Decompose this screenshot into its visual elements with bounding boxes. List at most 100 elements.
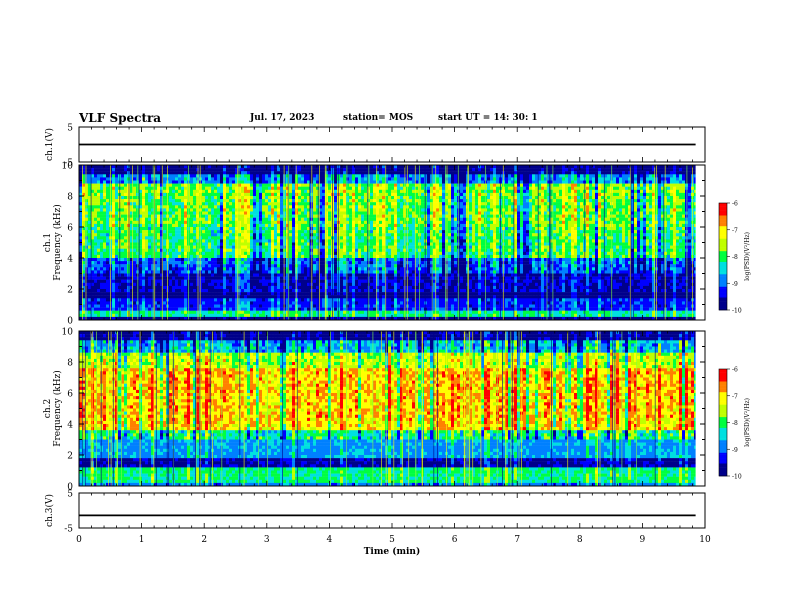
spectrogram-cell: [265, 248, 269, 252]
spectrogram-cell: [106, 239, 110, 243]
spectrogram-cell: [334, 183, 338, 187]
spectrogram-cell: [256, 211, 260, 215]
spectrogram-cell: [130, 279, 134, 283]
spectrogram-cell: [112, 289, 116, 293]
spectrogram-cell: [301, 304, 305, 308]
spectrogram-cell: [82, 165, 86, 169]
spectrogram-cell: [178, 217, 182, 221]
spectrogram-cell: [340, 301, 344, 305]
spectrogram-cell: [100, 273, 104, 277]
spectrogram-cell: [97, 307, 101, 311]
spectrogram-cell: [163, 174, 167, 178]
spectrogram-cell: [355, 168, 359, 172]
spectrogram-cell: [190, 168, 194, 172]
spectrogram-cell: [322, 307, 326, 311]
spectrogram-cell: [283, 264, 287, 268]
spectrogram-cell: [244, 245, 248, 249]
spectrogram-cell: [82, 199, 86, 203]
spectrogram-cell: [292, 304, 296, 308]
spectrogram-cell: [100, 171, 104, 175]
spectrogram-cell: [349, 177, 353, 181]
spectrogram-cell: [160, 270, 164, 274]
spectrogram-cell: [343, 316, 347, 321]
spectrogram-cell: [364, 264, 368, 268]
spectrogram-cell: [169, 196, 173, 200]
spectrogram-cell: [79, 254, 83, 259]
spectrogram-cell: [193, 301, 197, 305]
spectrogram-cell: [289, 171, 293, 175]
spectrogram-cell: [208, 270, 212, 274]
spectrogram-cell: [253, 199, 257, 203]
spectrogram-cell: [178, 316, 182, 321]
spectrogram-cell: [139, 254, 143, 259]
spectrogram-cell: [97, 189, 101, 194]
spectrogram-cell: [370, 245, 374, 249]
spectrogram-cell: [130, 177, 134, 181]
spectrogram-cell: [139, 279, 143, 283]
spectrogram-cell: [340, 208, 344, 212]
spectrogram-cell: [322, 208, 326, 212]
spectrogram-cell: [271, 180, 275, 184]
spectrogram-cell: [97, 174, 101, 178]
spectrogram-cell: [265, 301, 269, 305]
spectrogram-cell: [349, 220, 353, 225]
spectrogram-cell: [169, 192, 173, 197]
spectrogram-cell: [112, 227, 116, 231]
spectrogram-cell: [235, 227, 239, 231]
spectrogram-cell: [271, 214, 275, 218]
spectrogram-cell: [103, 248, 107, 252]
spectrogram-cell: [277, 199, 281, 203]
spectrogram-cell: [208, 220, 212, 225]
spectrogram-cell: [271, 313, 275, 318]
spectrogram-cell: [343, 292, 347, 296]
spectrogram-cell: [319, 285, 323, 290]
spectrogram-cell: [271, 301, 275, 305]
spectrogram-cell: [202, 174, 206, 178]
spectrogram-cell: [277, 196, 281, 200]
spectrogram-cell: [229, 242, 233, 246]
spectrogram-cell: [199, 298, 203, 302]
spectrogram-cell: [142, 230, 146, 234]
spectrogram-cell: [199, 295, 203, 299]
spectrogram-cell: [124, 298, 128, 302]
spectrogram-cell: [154, 205, 158, 209]
spectrogram-cell: [142, 301, 146, 305]
spectrogram-cell: [217, 304, 221, 308]
spectrogram-cell: [334, 230, 338, 234]
spectrogram-cell: [175, 208, 179, 212]
spectrogram-cell: [199, 189, 203, 194]
spectrogram-cell: [211, 165, 215, 169]
spectrogram-cell: [154, 230, 158, 234]
spectrogram-cell: [106, 313, 110, 318]
spectrogram-cell: [304, 202, 308, 206]
spectrogram-cell: [262, 310, 266, 314]
spectrogram-cell: [202, 233, 206, 237]
spectrogram-cell: [376, 236, 380, 240]
spectrogram-cell: [157, 251, 161, 256]
spectrogram-cell: [241, 304, 245, 308]
spectrogram-cell: [91, 202, 95, 206]
spectrogram-cell: [256, 295, 260, 299]
spectrogram-cell: [316, 171, 320, 175]
spectrogram-cell: [232, 239, 236, 243]
spectrogram-cell: [355, 289, 359, 293]
spectrogram-cell: [205, 217, 209, 221]
spectrogram-cell: [178, 261, 182, 265]
spectrogram-cell: [259, 214, 263, 218]
spectrogram-cell: [181, 276, 185, 280]
spectrogram-cell: [277, 189, 281, 194]
spectrogram-cell: [358, 233, 362, 237]
spectrogram-cell: [199, 313, 203, 318]
spectrogram-cell: [100, 313, 104, 318]
spectrogram-cell: [292, 245, 296, 249]
spectrogram-cell: [217, 202, 221, 206]
spectrogram-cell: [160, 254, 164, 259]
spectrogram-cell: [244, 217, 248, 221]
spectrogram-cell: [340, 254, 344, 259]
spectrogram-cell: [91, 208, 95, 212]
spectrogram-cell: [343, 202, 347, 206]
spectrogram-cell: [91, 230, 95, 234]
spectrogram-cell: [100, 242, 104, 246]
spectrogram-cell: [82, 279, 86, 283]
spectrogram-cell: [148, 248, 152, 252]
